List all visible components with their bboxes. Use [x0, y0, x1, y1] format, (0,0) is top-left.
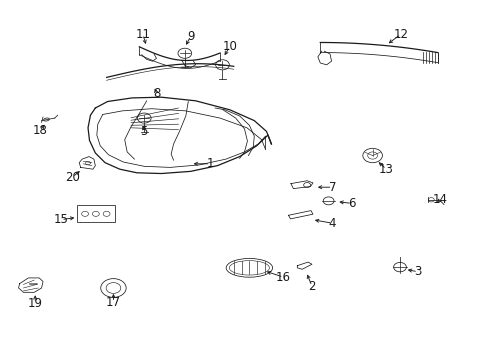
- Text: 7: 7: [328, 181, 336, 194]
- Text: 13: 13: [378, 163, 393, 176]
- Text: 19: 19: [28, 297, 42, 310]
- Text: 15: 15: [54, 213, 68, 226]
- Text: 9: 9: [186, 30, 194, 42]
- Text: 4: 4: [328, 217, 336, 230]
- Text: 10: 10: [222, 40, 237, 53]
- Text: 8: 8: [152, 87, 160, 100]
- Text: 16: 16: [276, 271, 290, 284]
- Text: 20: 20: [65, 171, 80, 184]
- Text: 1: 1: [206, 157, 214, 170]
- Text: 2: 2: [307, 280, 315, 293]
- Text: 17: 17: [106, 296, 121, 309]
- Text: 11: 11: [135, 28, 150, 41]
- Text: 12: 12: [393, 28, 407, 41]
- Text: 5: 5: [140, 125, 148, 138]
- Text: 6: 6: [347, 197, 355, 210]
- Text: 14: 14: [432, 193, 447, 206]
- Bar: [77, 205, 115, 222]
- Text: 18: 18: [33, 124, 47, 137]
- Text: 3: 3: [413, 265, 421, 278]
